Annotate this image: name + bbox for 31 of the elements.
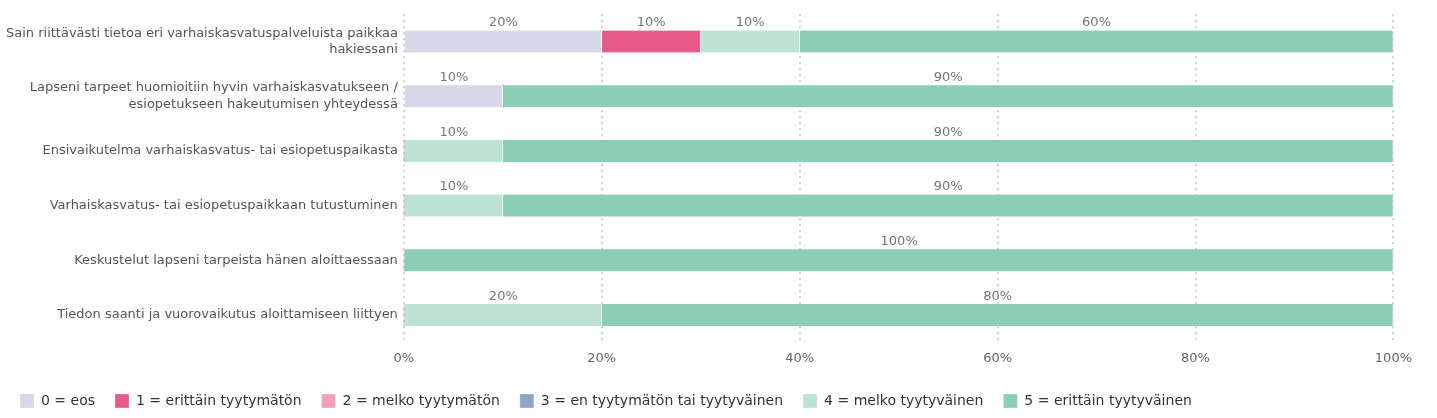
data-label: 60% <box>1082 14 1112 30</box>
x-tick-label: 40% <box>785 349 815 365</box>
x-tick-label: 100% <box>1374 349 1412 365</box>
x-tick-label: 60% <box>983 349 1013 365</box>
y-tick-label: Lapseni tarpeet huomioitiin hyvin varhaiskasvatukseen / esiopetukseen hakeutumisen yhteydessä <box>29 79 399 111</box>
x-tick-label: 0% <box>393 349 415 365</box>
data-label: 80% <box>983 287 1013 303</box>
y-tick-label: Tiedon saanti ja vuorovaikutus aloittamiseen liittyen <box>56 306 398 322</box>
data-label: 10% <box>636 14 666 30</box>
legend-label: 1 = erittäin tyytymätön <box>136 391 302 408</box>
data-label: 90% <box>933 69 963 85</box>
y-tick-label: Sain riittävästi tietoa eri varhaiskasvatuspalveluista paikkaa hakiessani <box>5 24 398 56</box>
data-label: 90% <box>933 178 963 194</box>
legend-label: 5 = erittäin tyytyväinen <box>1024 391 1192 408</box>
data-label: 10% <box>439 123 469 139</box>
y-tick-label: Ensivaikutelma varhaiskasvatus- tai esiopetuspaikasta <box>42 142 398 158</box>
x-tick-label: 80% <box>1181 349 1210 365</box>
data-label: 10% <box>735 14 765 30</box>
y-tick-label: Keskustelut lapseni tarpeista hänen aloittaessaan <box>74 251 398 267</box>
data-label: 10% <box>439 178 469 194</box>
data-label: 20% <box>488 14 518 30</box>
legend-label: 3 = en tyytymätön tai tyytyväinen <box>540 391 784 408</box>
data-label: 90% <box>933 123 963 139</box>
legend-label: 2 = melko tyytymätön <box>342 391 500 408</box>
x-tick-label: 20% <box>587 349 617 365</box>
data-label: 20% <box>488 287 518 303</box>
legend-label: 4 = melko tyytyväinen <box>824 391 984 408</box>
legend-label: 0 = eos <box>41 391 96 408</box>
data-label: 10% <box>439 69 469 85</box>
y-tick-label: Varhaiskasvatus- tai esiopetuspaikkaan tutustuminen <box>49 196 398 212</box>
data-label: 100% <box>880 233 918 249</box>
